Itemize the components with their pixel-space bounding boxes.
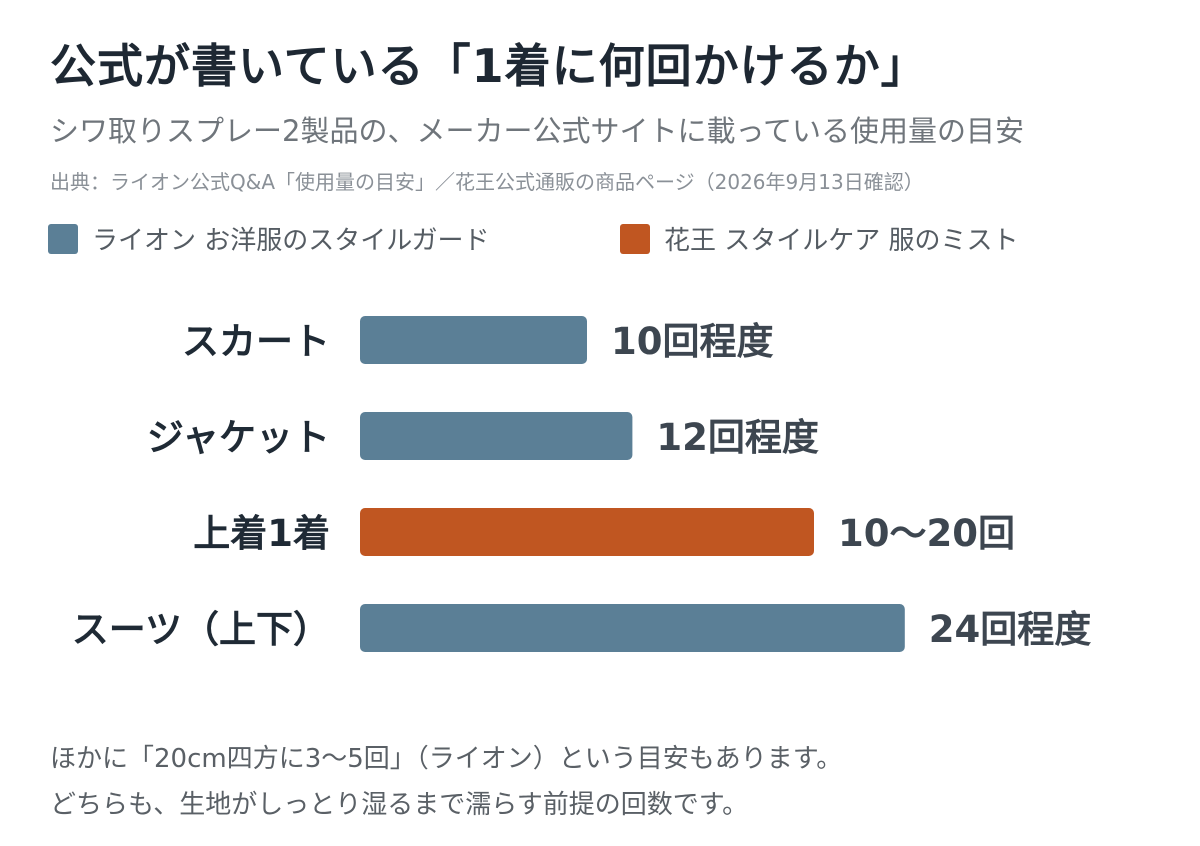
category-label: 上着1着 <box>193 512 330 555</box>
bar <box>360 508 814 556</box>
legend-swatch-lion <box>48 223 78 254</box>
data-label: 24回程度 <box>929 608 1092 651</box>
footnote-1: ほかに「20cm四方に3〜5回」（ライオン）という目安もあります。 <box>50 744 843 774</box>
legend-label-kao: 花王 スタイルケア 服のミスト <box>664 226 1019 256</box>
legend-item-kao: 花王 スタイルケア 服のミスト <box>620 220 1019 257</box>
category-label: スーツ（上下） <box>72 608 330 651</box>
legend-swatch-kao <box>620 223 650 254</box>
data-label: 10〜20回 <box>838 512 1015 555</box>
chart-title: 公式が書いている「1着に何回かけるか」 <box>50 39 928 93</box>
data-label: 10回程度 <box>611 320 774 363</box>
bar <box>360 316 587 364</box>
legend-item-lion: ライオン お洋服のスタイルガード <box>48 220 490 257</box>
footnote-2: どちらも、生地がしっとり湿るまで濡らす前提の回数です。 <box>50 790 749 820</box>
bar <box>360 604 905 652</box>
legend-label-lion: ライオン お洋服のスタイルガード <box>92 226 490 256</box>
chart-subtitle: シワ取りスプレー2製品の、メーカー公式サイトに載っている使用量の目安 <box>50 114 1025 148</box>
category-label: ジャケット <box>147 416 330 459</box>
bar <box>360 412 633 460</box>
source-note: 出典：ライオン公式Q&A「使用量の目安」／花王公式通販の商品ページ（2026年9… <box>50 170 924 194</box>
data-label: 12回程度 <box>656 416 819 459</box>
category-label: スカート <box>182 320 330 363</box>
